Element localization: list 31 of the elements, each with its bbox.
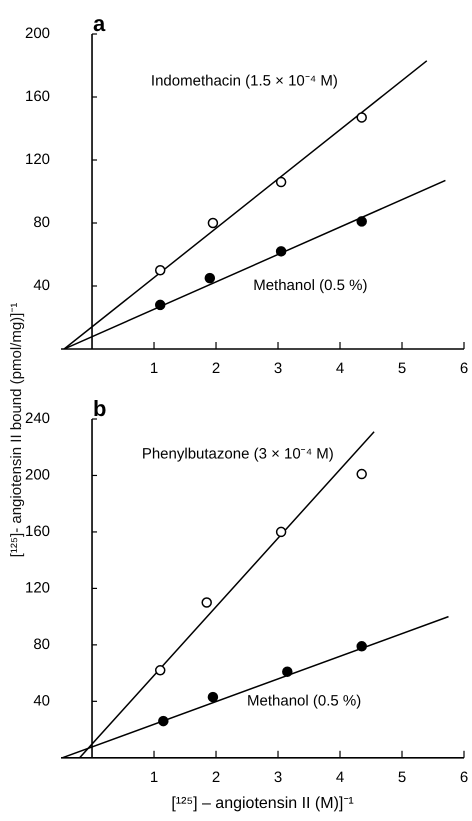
y-tick-label: 80 [33, 214, 50, 232]
x-tick-label: 6 [460, 768, 468, 786]
x-tick-label: 2 [212, 360, 220, 378]
y-tick-label: 120 [24, 151, 50, 168]
y-tick-label: 80 [33, 636, 50, 654]
y-tick-label: 200 [24, 466, 50, 484]
y-tick-label: 40 [33, 277, 50, 294]
y-tick-label: 160 [24, 88, 50, 106]
x-tick-label: 2 [212, 768, 220, 786]
x-tick-label: 4 [336, 360, 344, 378]
y-tick-label: 160 [24, 523, 50, 540]
x-tick-label: 1 [150, 360, 158, 378]
x-tick-label: 4 [336, 768, 344, 786]
chart-title: b [93, 396, 106, 422]
y-tick-label: 200 [24, 25, 50, 42]
x-tick-label: 6 [460, 360, 468, 378]
text: Methanol (0.5 %) [253, 277, 368, 294]
x-tick-label: 3 [274, 768, 282, 786]
x-axis-title: [¹²⁵] – angiotensin II (M)]⁻¹ [171, 794, 354, 812]
y-tick-label: 240 [24, 410, 50, 428]
y-tick-label: 120 [24, 580, 50, 597]
text: Indomethacin (1.5 × 10⁻⁴ M) [150, 72, 338, 90]
x-tick-label: 5 [398, 768, 406, 786]
y-tick-label: 40 [33, 692, 50, 710]
x-tick-label: 3 [274, 360, 282, 378]
x-tick-label: 1 [150, 768, 158, 786]
x-tick-label: 5 [398, 360, 406, 378]
y-axis-title: [¹²⁵]- angiotensin II bound (pmol/mg)]⁻¹ [7, 302, 25, 558]
chart-title: a [93, 11, 106, 36]
series-label: Methanol (0.5 %) [247, 692, 362, 710]
series-label: Phenylbutazone (3 × 10⁻⁴ M) [142, 445, 334, 462]
